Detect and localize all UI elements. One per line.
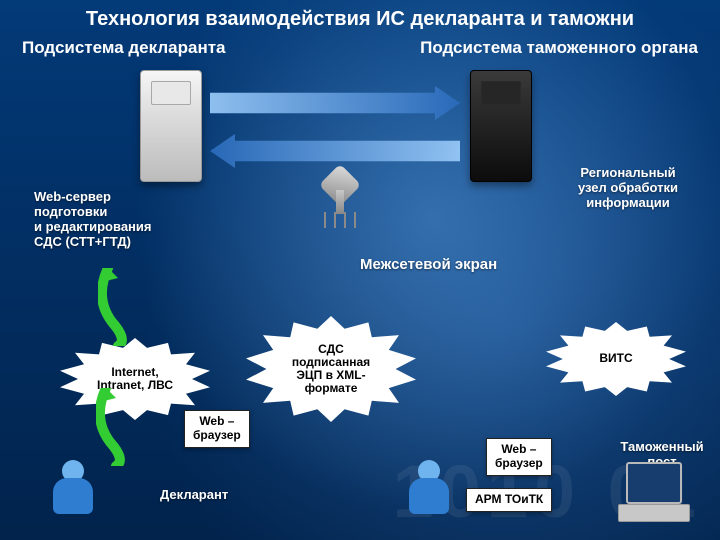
- subsystem-right-title: Подсистема таможенного органа: [420, 38, 698, 58]
- vits-burst: ВИТС: [546, 322, 686, 396]
- arrow-to-customs: [210, 86, 460, 120]
- sds-burst: СДСподписаннаяЭЦП в XML-формате: [246, 316, 416, 422]
- customs-pc-icon: [618, 462, 688, 522]
- customs-server-icon: [470, 70, 532, 182]
- virus-icon: [318, 170, 362, 230]
- declarant-server-icon: [140, 70, 202, 182]
- web-browser-right-box: Web –браузер: [486, 438, 552, 476]
- green-arrow-upper: [98, 268, 132, 346]
- right-server-label: Региональныйузел обработкиинформации: [548, 166, 708, 211]
- green-arrow-lower: [96, 388, 130, 466]
- web-browser-left-box: Web –браузер: [184, 410, 250, 448]
- internet-burst: Internet,Intranet, ЛВС: [60, 338, 210, 420]
- declarant-caption: Декларант: [160, 488, 228, 503]
- slide-title: Технология взаимодействия ИС декларанта …: [0, 8, 720, 31]
- arm-box: АРМ ТОиТК: [466, 488, 552, 512]
- arrow-to-declarant: [210, 134, 460, 168]
- vits-burst-text: ВИТС: [599, 352, 632, 365]
- sds-burst-text: СДСподписаннаяЭЦП в XML-формате: [292, 343, 370, 396]
- left-server-label: Web-серверподготовкии редактированияСДС …: [34, 190, 204, 250]
- declarant-person-icon: [50, 460, 96, 516]
- subsystem-left-title: Подсистема декларанта: [22, 38, 226, 58]
- diagram-stage: 1010 01 Технология взаимодействия ИС дек…: [0, 0, 720, 540]
- customs-person-icon: [406, 460, 452, 516]
- firewall-label: Межсетевой экран: [360, 256, 497, 273]
